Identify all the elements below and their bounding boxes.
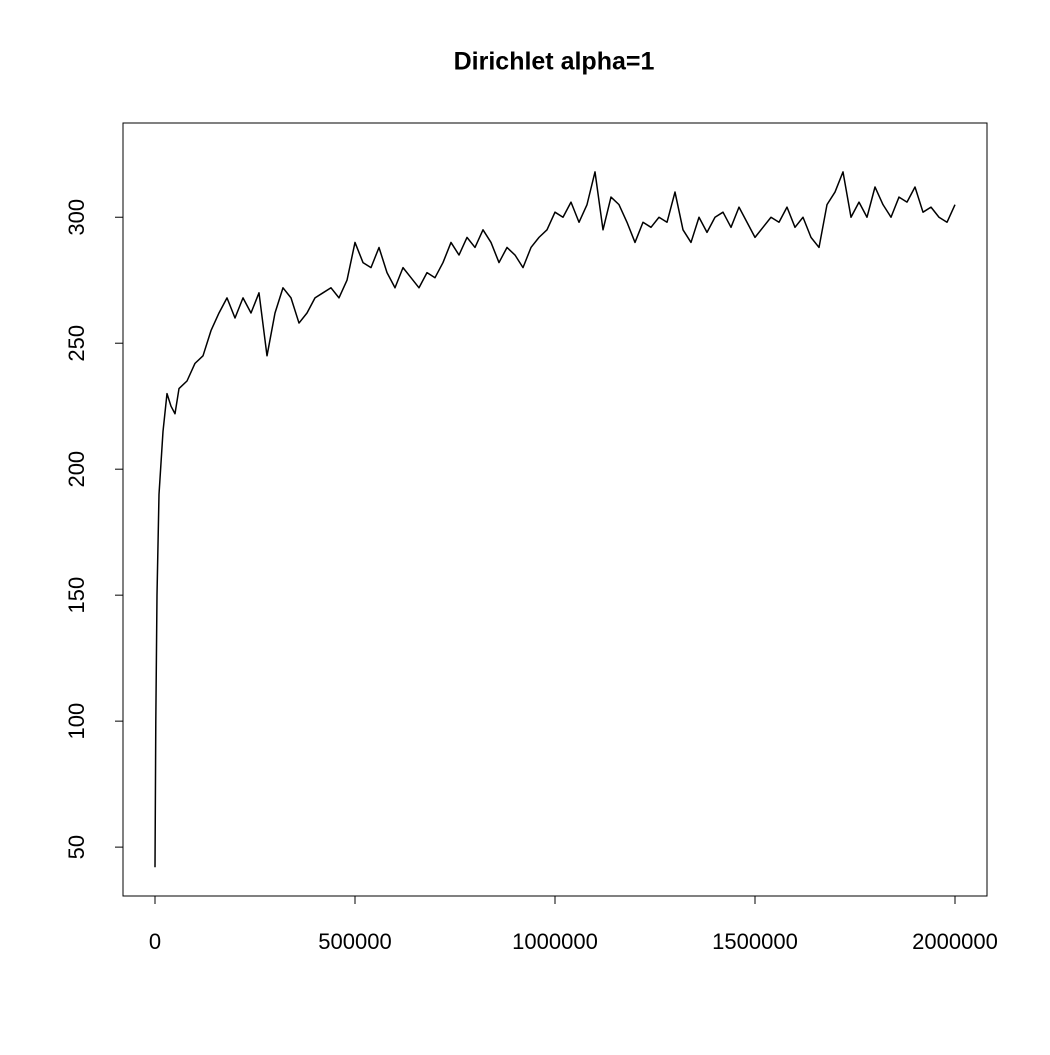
y-tick-label: 50 (64, 835, 89, 859)
y-tick-label: 200 (64, 451, 89, 488)
x-tick-label: 1000000 (512, 929, 598, 954)
x-tick-label: 2000000 (912, 929, 998, 954)
y-tick-label: 250 (64, 325, 89, 362)
x-tick-label: 1500000 (712, 929, 798, 954)
x-tick-label: 500000 (318, 929, 391, 954)
x-tick-label: 0 (149, 929, 161, 954)
y-tick-label: 100 (64, 703, 89, 740)
data-line (154, 171, 956, 868)
y-tick-label: 150 (64, 577, 89, 614)
chart-title: Dirichlet alpha=1 (454, 48, 655, 76)
y-tick-label: 300 (64, 199, 89, 236)
plot-box (122, 122, 988, 897)
